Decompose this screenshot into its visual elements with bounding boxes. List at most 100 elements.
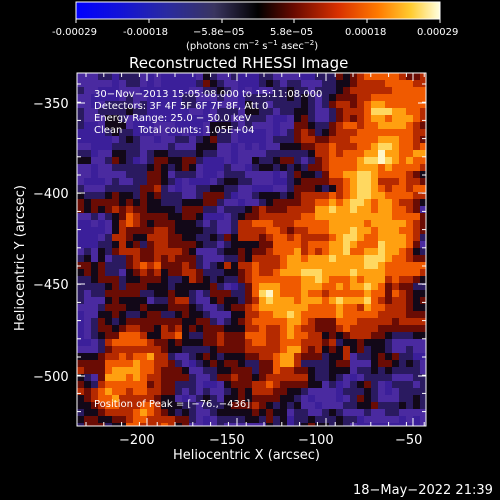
image-pixel	[308, 304, 315, 311]
image-pixel	[273, 367, 280, 374]
image-pixel	[196, 423, 203, 426]
image-pixel	[280, 80, 287, 87]
image-pixel	[259, 325, 266, 332]
image-pixel	[294, 423, 301, 426]
image-pixel	[357, 213, 364, 220]
image-pixel	[371, 143, 378, 150]
image-pixel	[168, 248, 175, 255]
image-pixel	[392, 101, 399, 108]
image-pixel	[420, 248, 426, 255]
image-pixel	[385, 367, 392, 374]
image-pixel	[238, 423, 245, 426]
image-pixel	[245, 115, 252, 122]
image-pixel	[420, 241, 426, 248]
image-pixel	[308, 213, 315, 220]
image-pixel	[231, 304, 238, 311]
image-pixel	[210, 318, 217, 325]
image-pixel	[210, 122, 217, 129]
image-pixel	[112, 192, 119, 199]
image-pixel	[413, 115, 420, 122]
image-pixel	[350, 206, 357, 213]
image-pixel	[133, 297, 140, 304]
image-pixel	[315, 164, 322, 171]
image-pixel	[217, 157, 224, 164]
image-pixel	[77, 318, 84, 325]
image-pixel	[322, 360, 329, 367]
image-pixel	[154, 395, 161, 402]
image-pixel	[343, 150, 350, 157]
image-pixel	[140, 206, 147, 213]
image-pixel	[231, 325, 238, 332]
image-pixel	[371, 255, 378, 262]
image-pixel	[231, 346, 238, 353]
image-pixel	[294, 325, 301, 332]
image-pixel	[329, 290, 336, 297]
image-pixel	[203, 360, 210, 367]
image-pixel	[357, 395, 364, 402]
image-pixel	[217, 164, 224, 171]
image-pixel	[126, 269, 133, 276]
image-pixel	[343, 269, 350, 276]
image-pixel	[385, 136, 392, 143]
image-pixel	[91, 192, 98, 199]
image-pixel	[280, 402, 287, 409]
image-pixel	[238, 381, 245, 388]
image-pixel	[238, 248, 245, 255]
image-pixel	[189, 108, 196, 115]
image-pixel	[420, 395, 426, 402]
image-pixel	[406, 185, 413, 192]
image-pixel	[168, 185, 175, 192]
image-pixel	[350, 213, 357, 220]
image-pixel	[273, 234, 280, 241]
image-pixel	[420, 227, 426, 234]
image-pixel	[315, 381, 322, 388]
image-pixel	[147, 395, 154, 402]
image-pixel	[399, 234, 406, 241]
image-pixel	[294, 339, 301, 346]
image-pixel	[133, 416, 140, 423]
image-pixel	[189, 115, 196, 122]
image-pixel	[336, 213, 343, 220]
image-pixel	[238, 416, 245, 423]
image-pixel	[91, 381, 98, 388]
image-pixel	[364, 423, 371, 426]
image-pixel	[343, 94, 350, 101]
image-pixel	[84, 115, 91, 122]
image-pixel	[343, 122, 350, 129]
image-pixel	[112, 332, 119, 339]
image-pixel	[91, 374, 98, 381]
image-pixel	[147, 339, 154, 346]
image-pixel	[287, 297, 294, 304]
image-pixel	[252, 108, 259, 115]
image-pixel	[98, 171, 105, 178]
image-pixel	[119, 339, 126, 346]
image-pixel	[175, 269, 182, 276]
y-tick-label: −450	[33, 278, 69, 293]
image-pixel	[294, 94, 301, 101]
image-pixel	[77, 143, 84, 150]
image-pixel	[399, 220, 406, 227]
image-pixel	[280, 129, 287, 136]
image-pixel	[126, 297, 133, 304]
image-pixel	[84, 360, 91, 367]
image-pixel	[133, 353, 140, 360]
image-pixel	[385, 248, 392, 255]
image-pixel	[322, 101, 329, 108]
image-pixel	[399, 213, 406, 220]
image-pixel	[364, 276, 371, 283]
image-pixel	[294, 101, 301, 108]
image-pixel	[84, 122, 91, 129]
image-pixel	[357, 416, 364, 423]
image-pixel	[133, 171, 140, 178]
image-pixel	[77, 332, 84, 339]
image-pixel	[105, 381, 112, 388]
image-pixel	[84, 346, 91, 353]
image-pixel	[343, 318, 350, 325]
image-pixel	[210, 416, 217, 423]
image-pixel	[203, 80, 210, 87]
image-pixel	[294, 402, 301, 409]
image-pixel	[364, 269, 371, 276]
image-pixel	[280, 318, 287, 325]
image-pixel	[315, 255, 322, 262]
image-pixel	[238, 388, 245, 395]
